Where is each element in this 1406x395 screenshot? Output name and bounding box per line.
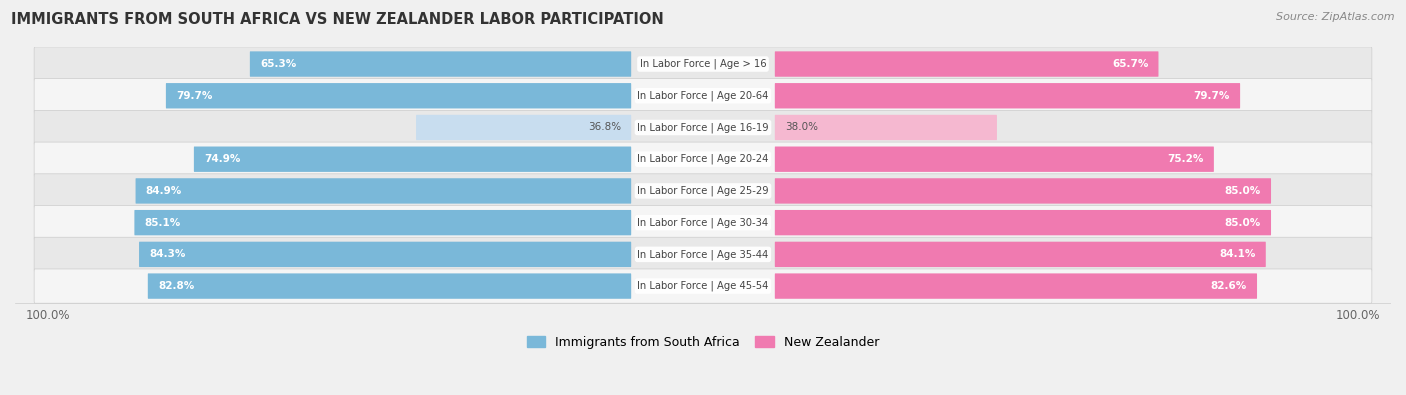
FancyBboxPatch shape (166, 83, 631, 109)
Text: 85.0%: 85.0% (1225, 186, 1261, 196)
Text: 84.3%: 84.3% (149, 249, 186, 260)
Text: Source: ZipAtlas.com: Source: ZipAtlas.com (1277, 12, 1395, 22)
Text: 79.7%: 79.7% (1194, 91, 1230, 101)
Text: 65.3%: 65.3% (260, 59, 297, 69)
FancyBboxPatch shape (34, 269, 1372, 303)
FancyBboxPatch shape (775, 51, 1159, 77)
FancyBboxPatch shape (135, 178, 631, 203)
Legend: Immigrants from South Africa, New Zealander: Immigrants from South Africa, New Zealan… (522, 331, 884, 354)
FancyBboxPatch shape (34, 174, 1372, 208)
Text: 38.0%: 38.0% (785, 122, 818, 132)
Text: In Labor Force | Age 20-64: In Labor Force | Age 20-64 (637, 90, 769, 101)
Text: 85.0%: 85.0% (1225, 218, 1261, 228)
FancyBboxPatch shape (34, 205, 1372, 240)
FancyBboxPatch shape (139, 242, 631, 267)
Text: In Labor Force | Age 20-24: In Labor Force | Age 20-24 (637, 154, 769, 164)
Text: In Labor Force | Age 35-44: In Labor Force | Age 35-44 (637, 249, 769, 260)
FancyBboxPatch shape (34, 237, 1372, 271)
FancyBboxPatch shape (135, 210, 631, 235)
Text: 36.8%: 36.8% (588, 122, 621, 132)
FancyBboxPatch shape (775, 210, 1271, 235)
FancyBboxPatch shape (194, 147, 631, 172)
Text: 84.9%: 84.9% (146, 186, 181, 196)
Text: IMMIGRANTS FROM SOUTH AFRICA VS NEW ZEALANDER LABOR PARTICIPATION: IMMIGRANTS FROM SOUTH AFRICA VS NEW ZEAL… (11, 12, 664, 27)
Text: 84.1%: 84.1% (1219, 249, 1256, 260)
Text: In Labor Force | Age > 16: In Labor Force | Age > 16 (640, 59, 766, 69)
FancyBboxPatch shape (34, 142, 1372, 176)
Text: In Labor Force | Age 45-54: In Labor Force | Age 45-54 (637, 281, 769, 292)
Text: In Labor Force | Age 30-34: In Labor Force | Age 30-34 (637, 217, 769, 228)
FancyBboxPatch shape (775, 273, 1257, 299)
Text: 82.8%: 82.8% (157, 281, 194, 291)
Text: In Labor Force | Age 25-29: In Labor Force | Age 25-29 (637, 186, 769, 196)
FancyBboxPatch shape (775, 83, 1240, 109)
FancyBboxPatch shape (250, 51, 631, 77)
FancyBboxPatch shape (34, 79, 1372, 113)
Text: 85.1%: 85.1% (145, 218, 181, 228)
FancyBboxPatch shape (775, 242, 1265, 267)
Text: In Labor Force | Age 16-19: In Labor Force | Age 16-19 (637, 122, 769, 133)
Text: 79.7%: 79.7% (176, 91, 212, 101)
FancyBboxPatch shape (775, 178, 1271, 203)
Text: 74.9%: 74.9% (204, 154, 240, 164)
Text: 75.2%: 75.2% (1167, 154, 1204, 164)
FancyBboxPatch shape (148, 273, 631, 299)
FancyBboxPatch shape (775, 147, 1213, 172)
Text: 65.7%: 65.7% (1112, 59, 1149, 69)
FancyBboxPatch shape (34, 47, 1372, 81)
FancyBboxPatch shape (416, 115, 631, 140)
Text: 82.6%: 82.6% (1211, 281, 1247, 291)
FancyBboxPatch shape (775, 115, 997, 140)
FancyBboxPatch shape (34, 110, 1372, 145)
